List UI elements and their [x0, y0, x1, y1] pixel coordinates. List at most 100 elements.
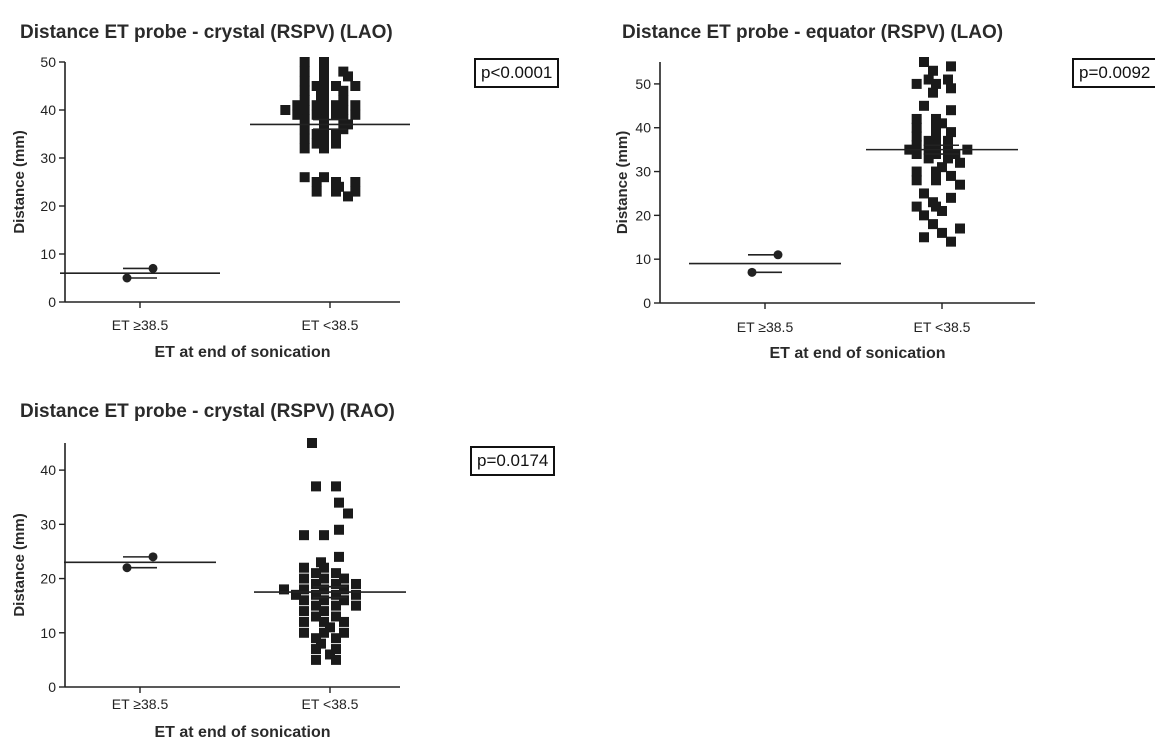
chart-title: Distance ET probe - crystal (RSPV) (RAO): [20, 401, 395, 422]
data-point: [931, 166, 941, 177]
data-point: [311, 600, 321, 611]
data-point: [319, 595, 329, 606]
data-point: [311, 177, 322, 187]
x-tick-label: ET ≥38.5: [737, 319, 794, 335]
data-point: [299, 627, 309, 638]
data-point: [331, 481, 341, 492]
data-point: [299, 573, 309, 584]
data-point: [343, 191, 353, 202]
data-point: [319, 562, 329, 573]
chart-title: Distance ET probe - equator (RSPV) (LAO): [622, 22, 1003, 43]
data-point: [331, 138, 341, 149]
y-tick-label: 10: [40, 246, 56, 262]
data-point: [339, 616, 349, 627]
data-point: [946, 83, 956, 94]
data-point: [334, 551, 344, 562]
data-point: [937, 205, 947, 216]
data-point: [946, 127, 956, 138]
data-point: [319, 172, 329, 183]
data-point: [316, 638, 326, 649]
data-point: [311, 578, 321, 589]
data-point: [299, 616, 309, 627]
data-point: [325, 649, 335, 660]
data-point: [338, 105, 349, 115]
chart-title: Distance ET probe - crystal (RSPV) (LAO): [20, 22, 393, 43]
y-tick-label: 30: [40, 516, 56, 532]
data-point: [319, 530, 329, 541]
data-point: [343, 508, 353, 519]
data-point: [911, 131, 922, 142]
y-tick-label: 20: [635, 207, 651, 223]
data-point: [334, 497, 344, 508]
data-point: [931, 175, 941, 186]
data-point: [319, 57, 329, 67]
data-point: [299, 584, 309, 595]
data-point: [919, 232, 929, 243]
p-value-box: p=0.0092: [1072, 58, 1156, 88]
data-point: [299, 76, 310, 87]
data-point: [937, 227, 947, 238]
y-tick-label: 10: [40, 625, 56, 641]
data-group-1: [64, 552, 216, 573]
data-point: [955, 223, 965, 234]
data-group-1: [60, 263, 220, 283]
data-point: [350, 100, 361, 111]
p-value-box: p=0.0174: [470, 446, 556, 476]
data-point: [911, 175, 922, 186]
y-tick-label: 20: [40, 198, 56, 214]
data-point: [334, 524, 344, 535]
data-point: [311, 568, 321, 579]
data-point: [331, 589, 341, 600]
data-point: [911, 122, 922, 133]
data-point: [311, 129, 322, 139]
data-point: [946, 61, 956, 72]
data-point: [299, 57, 310, 67]
data-point: [311, 633, 321, 644]
p-value-box: p<0.0001: [474, 58, 560, 88]
data-point: [311, 186, 322, 197]
data-point: [279, 584, 289, 595]
data-point: [931, 201, 941, 212]
data-point: [351, 578, 361, 589]
data-point: [928, 87, 938, 98]
data-point: [311, 100, 322, 111]
data-point: [338, 85, 349, 96]
data-point: [299, 133, 310, 144]
data-point: [943, 74, 953, 85]
data-point: [319, 616, 329, 627]
data-point: [331, 600, 341, 611]
data-point: [291, 589, 301, 600]
data-point: [299, 562, 309, 573]
data-point: [299, 105, 310, 115]
y-axis-label: Distance (mm): [11, 513, 28, 616]
data-point: [319, 105, 329, 115]
data-point: [955, 179, 965, 190]
data-point: [311, 611, 321, 622]
y-tick-label: 0: [48, 294, 56, 310]
data-point: [946, 192, 956, 203]
data-point: [923, 74, 934, 85]
chart-panel-3: Distance ET probe - crystal (RSPV) (RAO)…: [0, 385, 590, 740]
x-tick-label: ET <38.5: [302, 696, 359, 712]
data-point: [331, 129, 341, 139]
data-point: [339, 595, 349, 606]
data-point: [319, 143, 329, 154]
data-point: [311, 81, 322, 91]
data-point: [943, 135, 953, 146]
data-point: [937, 118, 947, 129]
data-point: [911, 149, 922, 160]
y-tick-label: 50: [40, 54, 56, 70]
data-point: [319, 573, 329, 584]
data-point: [331, 109, 341, 120]
data-point: [311, 481, 321, 492]
chart-svg-2: Distance ET probe - equator (RSPV) (LAO)…: [614, 22, 1035, 362]
data-point: [339, 627, 349, 638]
data-point: [311, 109, 322, 120]
data-point: [331, 654, 341, 665]
data-point: [331, 633, 341, 644]
y-tick-label: 30: [40, 150, 56, 166]
chart-svg-3: Distance ET probe - crystal (RSPV) (RAO)…: [11, 401, 406, 740]
y-tick-label: 0: [48, 679, 56, 695]
data-point: [911, 78, 922, 89]
y-tick-label: 20: [40, 571, 56, 587]
